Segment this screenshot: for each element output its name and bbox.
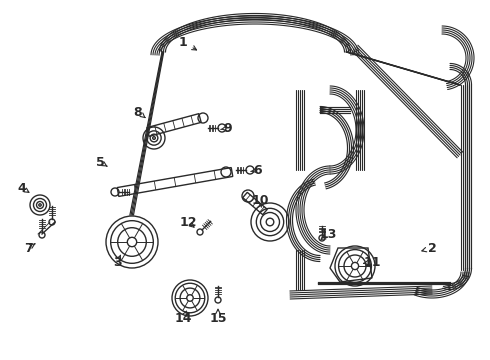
- Text: 13: 13: [319, 229, 337, 242]
- Text: 3: 3: [113, 256, 122, 270]
- Text: 5: 5: [96, 156, 104, 168]
- Text: 6: 6: [254, 163, 262, 176]
- Text: 4: 4: [18, 181, 26, 194]
- Text: 14: 14: [174, 311, 192, 324]
- Text: 11: 11: [363, 256, 381, 269]
- Text: 9: 9: [224, 122, 232, 135]
- Text: 2: 2: [428, 242, 437, 255]
- Text: 15: 15: [209, 311, 227, 324]
- Text: 10: 10: [251, 194, 269, 207]
- Text: 1: 1: [179, 36, 187, 49]
- Text: 12: 12: [179, 216, 197, 229]
- Text: 8: 8: [134, 105, 142, 118]
- Text: 7: 7: [24, 242, 32, 255]
